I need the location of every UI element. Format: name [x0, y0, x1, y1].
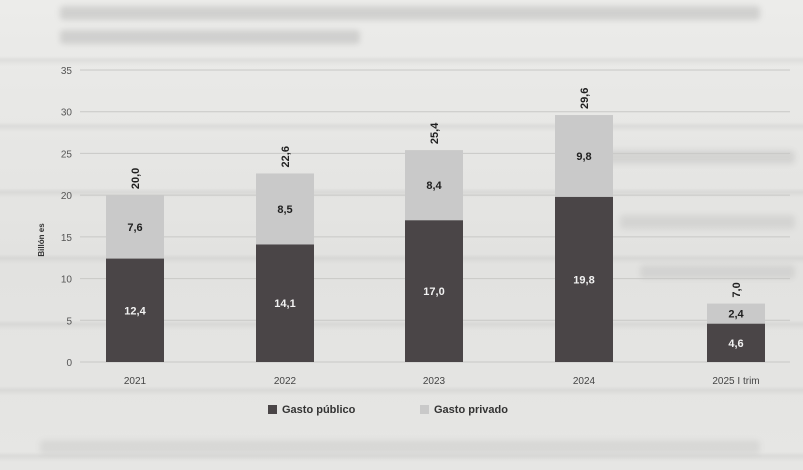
legend-swatch-gasto-privado [420, 405, 429, 414]
data-label-gasto-publico: 19,8 [573, 274, 594, 286]
blurred-text-line [60, 6, 760, 20]
y-tick-label: 10 [61, 275, 73, 286]
bar-gasto-privado [256, 173, 314, 245]
data-label-total: 22,6 [280, 146, 292, 167]
blurred-text-line [60, 30, 360, 44]
y-tick-label: 0 [66, 358, 72, 369]
data-label-gasto-publico: 17,0 [423, 286, 444, 298]
y-tick-label: 15 [61, 233, 73, 244]
data-label-gasto-privado: 2,4 [728, 309, 744, 321]
bar-gasto-publico [707, 323, 765, 362]
legend-swatch-gasto-publico [268, 405, 277, 414]
bar-gasto-publico [106, 258, 164, 362]
bar-gasto-privado [707, 303, 765, 324]
bar-gasto-privado [555, 115, 613, 197]
blurred-text-line [640, 265, 795, 279]
blurred-text-line [40, 440, 760, 454]
legend-label-gasto-privado: Gasto privado [434, 404, 508, 416]
data-label-total: 25,4 [429, 122, 441, 144]
data-label-gasto-privado: 8,5 [277, 204, 292, 216]
data-label-total: 7,0 [731, 282, 743, 297]
y-axis-label: Billón es [37, 223, 46, 257]
legend-label-gasto-publico: Gasto público [282, 404, 356, 416]
x-tick-label: 2025 I trim [712, 376, 759, 387]
x-tick-label: 2023 [423, 376, 446, 387]
y-tick-label: 35 [61, 66, 73, 77]
bar-gasto-privado [106, 195, 164, 259]
data-label-total: 29,6 [579, 88, 591, 109]
x-tick-label: 2021 [124, 376, 147, 387]
y-tick-label: 25 [61, 149, 73, 160]
y-tick-label: 20 [61, 191, 73, 202]
blurred-text-line [620, 215, 795, 229]
bar-gasto-publico [256, 244, 314, 362]
bar-gasto-privado [405, 150, 463, 221]
data-label-gasto-publico: 12,4 [124, 305, 146, 317]
data-label-gasto-privado: 7,6 [127, 222, 142, 234]
x-tick-label: 2022 [274, 376, 297, 387]
data-label-gasto-publico: 4,6 [728, 338, 743, 350]
bar-gasto-publico [555, 196, 613, 362]
x-tick-label: 2024 [573, 376, 596, 387]
data-label-gasto-privado: 9,8 [576, 151, 591, 163]
y-tick-label: 30 [61, 108, 73, 119]
data-label-gasto-publico: 14,1 [274, 298, 295, 310]
bar-gasto-publico [405, 220, 463, 362]
y-tick-label: 5 [66, 316, 72, 327]
data-label-gasto-privado: 8,4 [426, 180, 442, 192]
data-label-total: 20,0 [130, 168, 142, 189]
